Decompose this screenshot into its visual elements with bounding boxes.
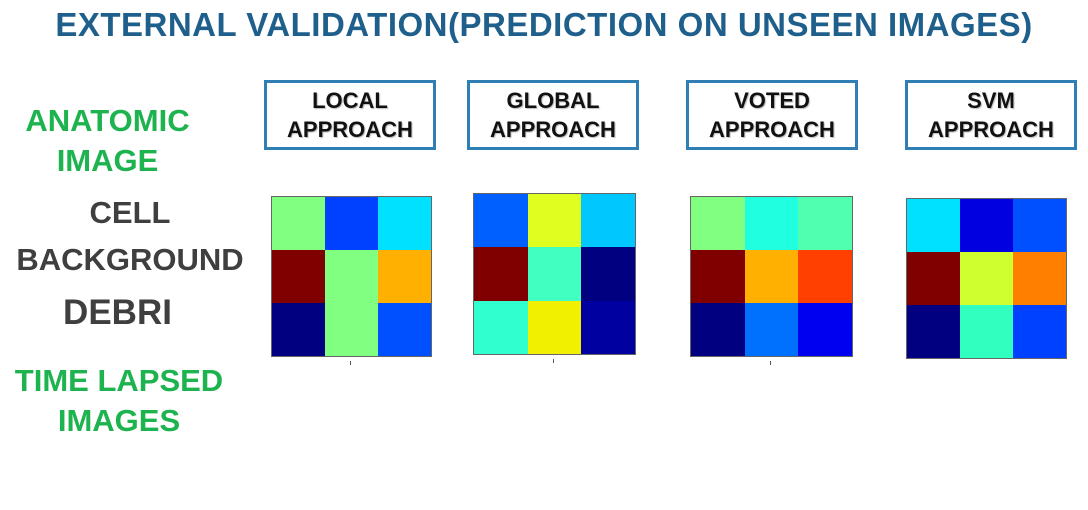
global-approach-line1: GLOBAL (506, 88, 600, 113)
matrix-cell (581, 300, 635, 354)
svm-approach-line1: SVM (967, 88, 1015, 113)
global-approach-box: GLOBAL APPROACH (467, 80, 639, 150)
matrix-cell (527, 194, 582, 248)
matrix-cell (691, 303, 745, 356)
matrix-cell (744, 250, 799, 303)
voted-approach-matrix (690, 196, 853, 357)
local-approach-matrix (271, 196, 432, 357)
matrix-cell (960, 252, 1013, 305)
matrix-cell (960, 199, 1013, 252)
local-matrix-tick (350, 361, 351, 365)
global-approach-line2: APPROACH (490, 117, 616, 142)
matrix-cell (691, 250, 745, 303)
slide-title: EXTERNAL VALIDATION(PREDICTION ON UNSEEN… (55, 6, 1033, 43)
matrix-cell (798, 197, 852, 250)
matrix-cell (1013, 199, 1066, 252)
time-lapsed-label-line1: TIME LAPSED (14, 363, 224, 398)
debri-label: DEBRI (63, 293, 172, 332)
matrix-cell (960, 305, 1013, 358)
matrix-cell (272, 197, 325, 250)
local-approach-box: LOCAL APPROACH (264, 80, 436, 150)
voted-approach-line2: APPROACH (709, 117, 835, 142)
voted-approach-box: VOTED APPROACH (686, 80, 858, 150)
matrix-cell (581, 247, 635, 301)
time-lapsed-label-line2: IMAGES (57, 403, 181, 438)
matrix-cell (907, 199, 960, 252)
matrix-cell (378, 250, 431, 303)
anatomic-image-label: ANATOMIC IMAGE (10, 101, 205, 181)
global-approach-matrix (473, 193, 636, 355)
matrix-cell (272, 250, 325, 303)
global-matrix-tick (553, 359, 554, 363)
matrix-cell (474, 300, 528, 354)
local-approach-line1: LOCAL (312, 88, 388, 113)
cell-label: CELL (89, 195, 171, 230)
local-approach-line2: APPROACH (287, 117, 413, 142)
matrix-cell (272, 303, 325, 356)
matrix-cell (744, 197, 799, 250)
matrix-cell (325, 303, 378, 356)
anatomic-label-line2: IMAGE (56, 143, 159, 178)
matrix-cell (325, 250, 378, 303)
matrix-cell (691, 197, 745, 250)
matrix-cell (744, 303, 799, 356)
matrix-cell (474, 247, 528, 301)
matrix-cell (798, 250, 852, 303)
svm-approach-matrix (906, 198, 1067, 359)
background-label: BACKGROUND (16, 242, 244, 277)
matrix-cell (581, 194, 635, 248)
matrix-cell (907, 305, 960, 358)
matrix-cell (527, 300, 582, 354)
matrix-cell (907, 252, 960, 305)
matrix-cell (474, 194, 528, 248)
time-lapsed-images-label: TIME LAPSED IMAGES (4, 361, 234, 441)
svm-approach-box: SVM APPROACH (905, 80, 1077, 150)
matrix-cell (527, 247, 582, 301)
svm-approach-line2: APPROACH (928, 117, 1054, 142)
matrix-cell (325, 197, 378, 250)
matrix-cell (378, 197, 431, 250)
matrix-cell (378, 303, 431, 356)
anatomic-label-line1: ANATOMIC (25, 103, 190, 138)
voted-approach-line1: VOTED (734, 88, 810, 113)
matrix-cell (1013, 252, 1066, 305)
matrix-cell (1013, 305, 1066, 358)
voted-matrix-tick (770, 361, 771, 365)
matrix-cell (798, 303, 852, 356)
